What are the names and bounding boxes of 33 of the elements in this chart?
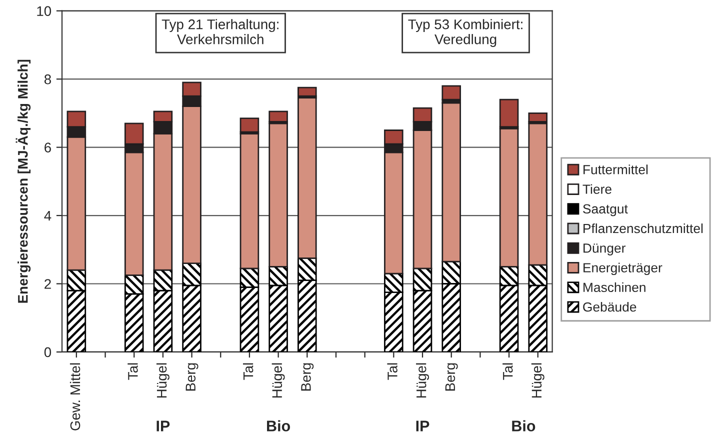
x-tick-label: Berg — [301, 363, 314, 391]
legend-label: Maschinen — [584, 282, 646, 292]
x-tick-label: Hügel — [416, 363, 429, 398]
y-tick-label: 0 — [44, 347, 52, 358]
annotation: Typ 53 Kombiniert: Veredlung — [408, 19, 522, 47]
legend-label: Energieträger — [584, 262, 662, 276]
legend-label: Futtermittel — [584, 164, 648, 174]
legend-label: Pflanzenschutzmittel — [584, 223, 703, 234]
text: IP — [416, 420, 430, 432]
text: Bio — [512, 420, 536, 432]
text: IP — [156, 420, 170, 432]
x-tick-label: Tal — [387, 363, 398, 380]
x-tick-label: Tal — [242, 363, 254, 380]
legend-label: Gebäude — [583, 302, 636, 312]
legend-label: Saatgut — [583, 204, 628, 216]
y-tick-label: 2 — [44, 279, 51, 289]
y-axis-title: Energieressourcen [MJ-Äq./kg Milch] — [16, 60, 31, 303]
y-tick-label: 8 — [44, 74, 51, 84]
annotation: Typ 21 Tierhaltung: Verkehrsmilch — [162, 19, 278, 44]
x-tick-label: Berg — [186, 363, 198, 391]
legend-label: Dünger — [584, 244, 626, 256]
x-tick-label: Tal — [128, 363, 138, 380]
y-tick-label: 4 — [44, 211, 52, 221]
x-tick-label: Berg — [445, 363, 458, 391]
x-tick-label: Hügel — [531, 363, 544, 398]
y-tick-label: 6 — [44, 142, 51, 152]
x-tick-label: Tal — [502, 363, 513, 380]
x-tick-label: Hügel — [156, 363, 170, 398]
x-tick-label: Gew. Mittel — [70, 363, 80, 430]
y-tick-label: 10 — [37, 6, 52, 16]
text: Bio — [267, 420, 290, 432]
x-tick-label: Hügel — [272, 363, 285, 398]
legend-label: Tiere — [582, 184, 612, 194]
